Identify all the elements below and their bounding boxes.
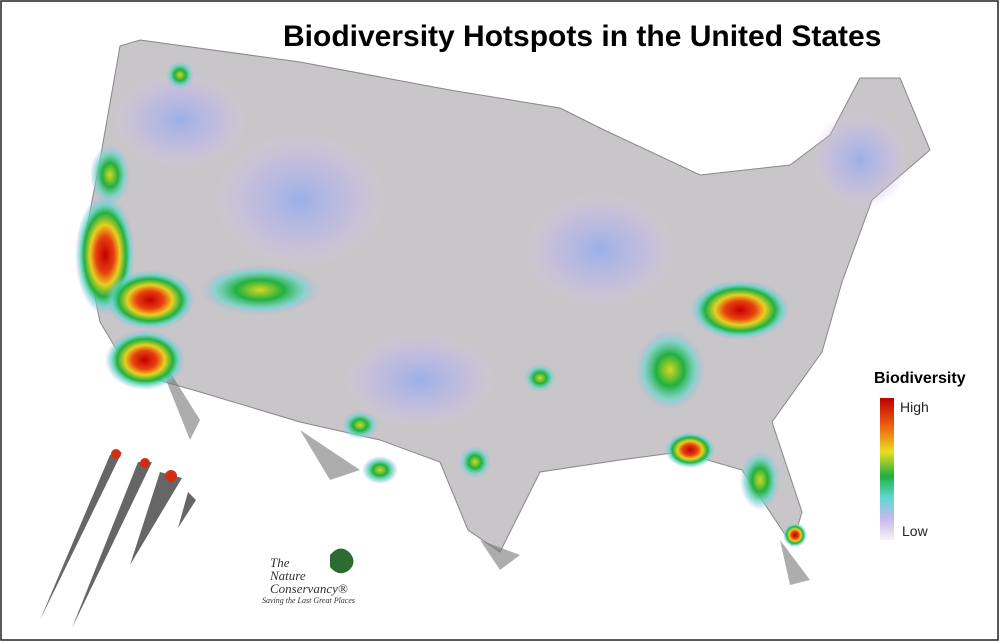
- alaska-hawaii: [40, 449, 196, 628]
- legend-scale: [880, 398, 894, 540]
- logo-line: Conservancy®: [270, 581, 348, 596]
- legend-low: Low: [902, 523, 928, 539]
- logo-leaf: [330, 548, 354, 574]
- hotspots: [75, 61, 910, 547]
- legend-high: High: [900, 399, 929, 415]
- logo-tagline: Saving the Last Great Places: [262, 596, 356, 605]
- logo-line: Nature: [270, 568, 306, 583]
- logo: The Nature Conservancy®: [270, 556, 348, 595]
- logo-line: The: [270, 555, 290, 570]
- legend-title: Biodiversity: [874, 370, 966, 387]
- title: Biodiversity Hotspots in the United Stat…: [283, 20, 882, 53]
